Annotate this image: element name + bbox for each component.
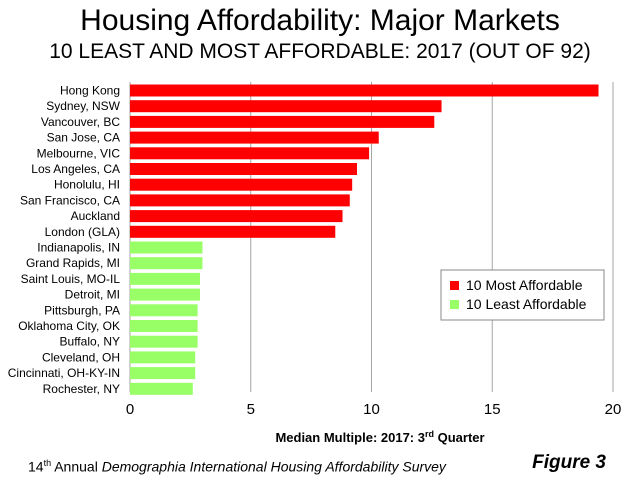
category-label: Pittsburgh, PA	[44, 303, 120, 317]
bar	[130, 115, 435, 128]
category-label: Melbourne, VIC	[37, 146, 121, 160]
x-axis-label: Median Multiple: 2017: 3rd Quarter	[275, 429, 484, 445]
bar	[130, 335, 198, 348]
legend-swatch-least	[450, 300, 459, 309]
bar	[130, 178, 353, 191]
bar	[130, 210, 343, 223]
category-label: Rochester, NY	[43, 382, 120, 396]
figure-label: Figure 3	[532, 452, 606, 473]
bar	[130, 288, 201, 301]
x-tick-label: 10	[363, 401, 380, 418]
bar	[130, 100, 442, 113]
category-label: Hong Kong	[60, 84, 120, 98]
category-label: Sydney, NSW	[46, 99, 120, 113]
bar	[130, 351, 196, 364]
chart-subtitle: 10 LEAST AND MOST AFFORDABLE: 2017 (OUT …	[49, 40, 591, 63]
category-label: San Francisco, CA	[20, 193, 120, 207]
legend-label-least: 10 Least Affordable	[466, 296, 587, 312]
category-label: Los Angeles, CA	[31, 162, 120, 176]
legend-label-most: 10 Most Affordable	[466, 277, 583, 293]
bar	[130, 147, 370, 160]
legend-box	[440, 269, 605, 321]
category-label: Cleveland, OH	[42, 350, 120, 364]
x-tick-label: 15	[484, 401, 501, 418]
category-label: San Jose, CA	[47, 131, 120, 145]
bar	[130, 131, 379, 144]
bar	[130, 84, 599, 97]
bar	[130, 257, 203, 270]
bar	[130, 367, 196, 380]
x-tick-labels: 0 5 10 15 20	[126, 401, 622, 418]
bar	[130, 382, 193, 395]
category-label: Buffalo, NY	[60, 335, 120, 349]
bar	[130, 194, 350, 207]
category-label: Indianapolis, IN	[37, 241, 120, 255]
legend-swatch-most	[450, 281, 459, 290]
category-label: Auckland	[71, 209, 120, 223]
bar	[130, 304, 198, 317]
x-tick-label: 0	[126, 401, 134, 418]
bar	[130, 163, 358, 175]
chart-title: Housing Affordability: Major Markets	[80, 4, 560, 37]
bar	[130, 225, 336, 238]
legend: 10 Most Affordable 10 Least Affordable	[440, 269, 605, 321]
category-label: Oklahoma City, OK	[18, 319, 120, 333]
x-tick-label: 20	[605, 401, 622, 418]
category-label: Saint Louis, MO-IL	[21, 272, 121, 286]
bar	[130, 272, 201, 285]
bar	[130, 320, 198, 332]
category-label: London (GLA)	[45, 225, 120, 239]
x-tick-label: 5	[247, 401, 255, 418]
category-label: Cincinnati, OH-KY-IN	[8, 366, 120, 380]
bars	[130, 84, 599, 395]
bar	[130, 241, 203, 254]
category-label: Honolulu, HI	[54, 178, 120, 192]
footer-source: 14th Annual Demographia International Ho…	[28, 458, 446, 475]
category-label: Detroit, MI	[65, 288, 120, 302]
category-label: Vancouver, BC	[41, 115, 120, 129]
category-label: Grand Rapids, MI	[26, 256, 120, 270]
